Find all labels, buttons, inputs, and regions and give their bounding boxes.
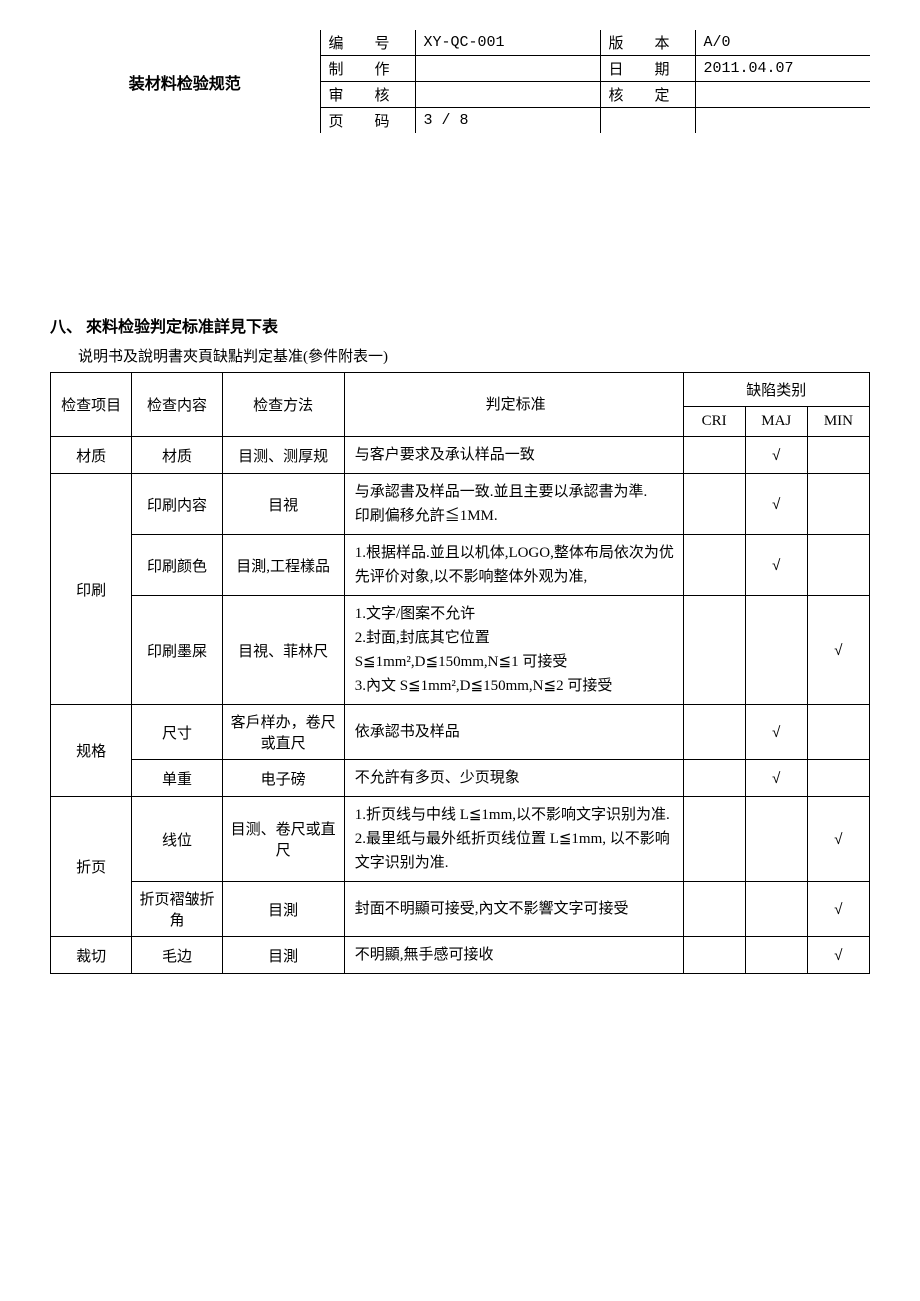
cell-method: 目测、测厚规 (222, 437, 344, 474)
cell-cri (683, 535, 745, 596)
cell-item: 印刷 (51, 474, 132, 705)
table-row: 材质材质目测、测厚规与客户要求及承认样品一致√ (51, 437, 870, 474)
cell-cri (683, 474, 745, 535)
cell-min: √ (807, 797, 869, 882)
cell-content: 线位 (132, 797, 222, 882)
hdr-value: 3 / 8 (415, 108, 600, 134)
cell-content: 印刷颜色 (132, 535, 222, 596)
col-defect-group: 缺陷类别 (683, 373, 869, 407)
hdr-value: 2011.04.07 (695, 56, 870, 82)
cell-method: 电子磅 (222, 760, 344, 797)
hdr-label: 审 核 (320, 82, 415, 108)
cell-maj (745, 882, 807, 937)
table-row: 折页线位目测、卷尺或直尺1.折页线与中线 L≦1mm,以不影响文字识别为准.2.… (51, 797, 870, 882)
cell-min (807, 437, 869, 474)
hdr-value (415, 82, 600, 108)
cell-content: 单重 (132, 760, 222, 797)
cell-standard: 不明顯,無手感可接收 (344, 937, 683, 974)
table-row: 折页褶皱折角目測封面不明顯可接受,內文不影響文字可接受 √ (51, 882, 870, 937)
cell-maj: √ (745, 474, 807, 535)
cell-item: 折页 (51, 797, 132, 937)
cell-maj: √ (745, 535, 807, 596)
cell-method: 目視 (222, 474, 344, 535)
cell-method: 目測 (222, 937, 344, 974)
col-min: MIN (807, 407, 869, 437)
sub-heading: 说明书及說明書夾頁缺點判定基准(參件附表一) (78, 345, 870, 366)
cell-cri (683, 797, 745, 882)
cell-standard: 依承認书及样品 (344, 705, 683, 760)
doc-title: 装材料检验规范 (50, 30, 320, 133)
inspection-criteria-table: 检查项目 检查内容 检查方法 判定标准 缺陷类别 CRI MAJ MIN 材质材… (50, 372, 870, 974)
cell-min: √ (807, 596, 869, 705)
section-heading: 八、 來料检验判定标准詳見下表 (50, 313, 870, 337)
hdr-label: 核 定 (600, 82, 695, 108)
cell-content: 折页褶皱折角 (132, 882, 222, 937)
cell-content: 印刷内容 (132, 474, 222, 535)
table-row: 印刷颜色目測,工程樣品1.根据样品.並且以机体,LOGO,整体布局依次为优先评价… (51, 535, 870, 596)
cell-method: 目測 (222, 882, 344, 937)
hdr-label: 版 本 (600, 30, 695, 56)
hdr-value (415, 56, 600, 82)
cell-standard: 不允許有多页、少页現象 (344, 760, 683, 797)
document-header-table: 装材料检验规范 编 号 XY-QC-001 版 本 A/0 制 作 日 期 20… (50, 30, 870, 133)
cell-maj: √ (745, 760, 807, 797)
table-row: 印刷印刷内容目視与承認書及样品一致.並且主要以承認書为準.印刷偏移允許≦1MM.… (51, 474, 870, 535)
cell-standard: 1.根据样品.並且以机体,LOGO,整体布局依次为优先评价对象,以不影响整体外观… (344, 535, 683, 596)
cell-maj (745, 937, 807, 974)
col-cri: CRI (683, 407, 745, 437)
cell-cri (683, 882, 745, 937)
cell-content: 材质 (132, 437, 222, 474)
cell-min: √ (807, 937, 869, 974)
hdr-label: 日 期 (600, 56, 695, 82)
cell-cri (683, 937, 745, 974)
cell-cri (683, 437, 745, 474)
cell-maj (745, 596, 807, 705)
hdr-value (695, 82, 870, 108)
col-content: 检查内容 (132, 373, 222, 437)
hdr-value: A/0 (695, 30, 870, 56)
cell-item: 材质 (51, 437, 132, 474)
table-row: 裁切毛边目測不明顯,無手感可接收 √ (51, 937, 870, 974)
cell-method: 目测、卷尺或直尺 (222, 797, 344, 882)
cell-method: 目視、菲林尺 (222, 596, 344, 705)
hdr-label: 制 作 (320, 56, 415, 82)
cell-standard: 1.文字/图案不允许2.封面,封底其它位置S≦1mm²,D≦150mm,N≦1 … (344, 596, 683, 705)
col-method: 检查方法 (222, 373, 344, 437)
cell-standard: 与客户要求及承认样品一致 (344, 437, 683, 474)
hdr-label: 编 号 (320, 30, 415, 56)
cell-content: 印刷墨屎 (132, 596, 222, 705)
cell-cri (683, 705, 745, 760)
hdr-label (600, 108, 695, 134)
cell-item: 裁切 (51, 937, 132, 974)
table-row: 印刷墨屎目視、菲林尺1.文字/图案不允许2.封面,封底其它位置S≦1mm²,D≦… (51, 596, 870, 705)
cell-content: 尺寸 (132, 705, 222, 760)
cell-min (807, 535, 869, 596)
col-maj: MAJ (745, 407, 807, 437)
col-standard: 判定标准 (344, 373, 683, 437)
hdr-value (695, 108, 870, 134)
cell-cri (683, 760, 745, 797)
cell-item: 规格 (51, 705, 132, 797)
cell-maj: √ (745, 705, 807, 760)
table-row: 规格尺寸客戶样办，卷尺或直尺依承認书及样品√ (51, 705, 870, 760)
cell-min (807, 705, 869, 760)
cell-method: 客戶样办，卷尺或直尺 (222, 705, 344, 760)
cell-maj (745, 797, 807, 882)
cell-method: 目測,工程樣品 (222, 535, 344, 596)
cell-min (807, 474, 869, 535)
hdr-label: 页 码 (320, 108, 415, 134)
cell-min: √ (807, 882, 869, 937)
cell-standard: 封面不明顯可接受,內文不影響文字可接受 (344, 882, 683, 937)
col-item: 检查项目 (51, 373, 132, 437)
cell-min (807, 760, 869, 797)
cell-standard: 与承認書及样品一致.並且主要以承認書为準.印刷偏移允許≦1MM. (344, 474, 683, 535)
table-row: 单重电子磅不允許有多页、少页現象 √ (51, 760, 870, 797)
cell-content: 毛边 (132, 937, 222, 974)
cell-maj: √ (745, 437, 807, 474)
cell-cri (683, 596, 745, 705)
cell-standard: 1.折页线与中线 L≦1mm,以不影响文字识别为准.2.最里纸与最外纸折页线位置… (344, 797, 683, 882)
hdr-value: XY-QC-001 (415, 30, 600, 56)
